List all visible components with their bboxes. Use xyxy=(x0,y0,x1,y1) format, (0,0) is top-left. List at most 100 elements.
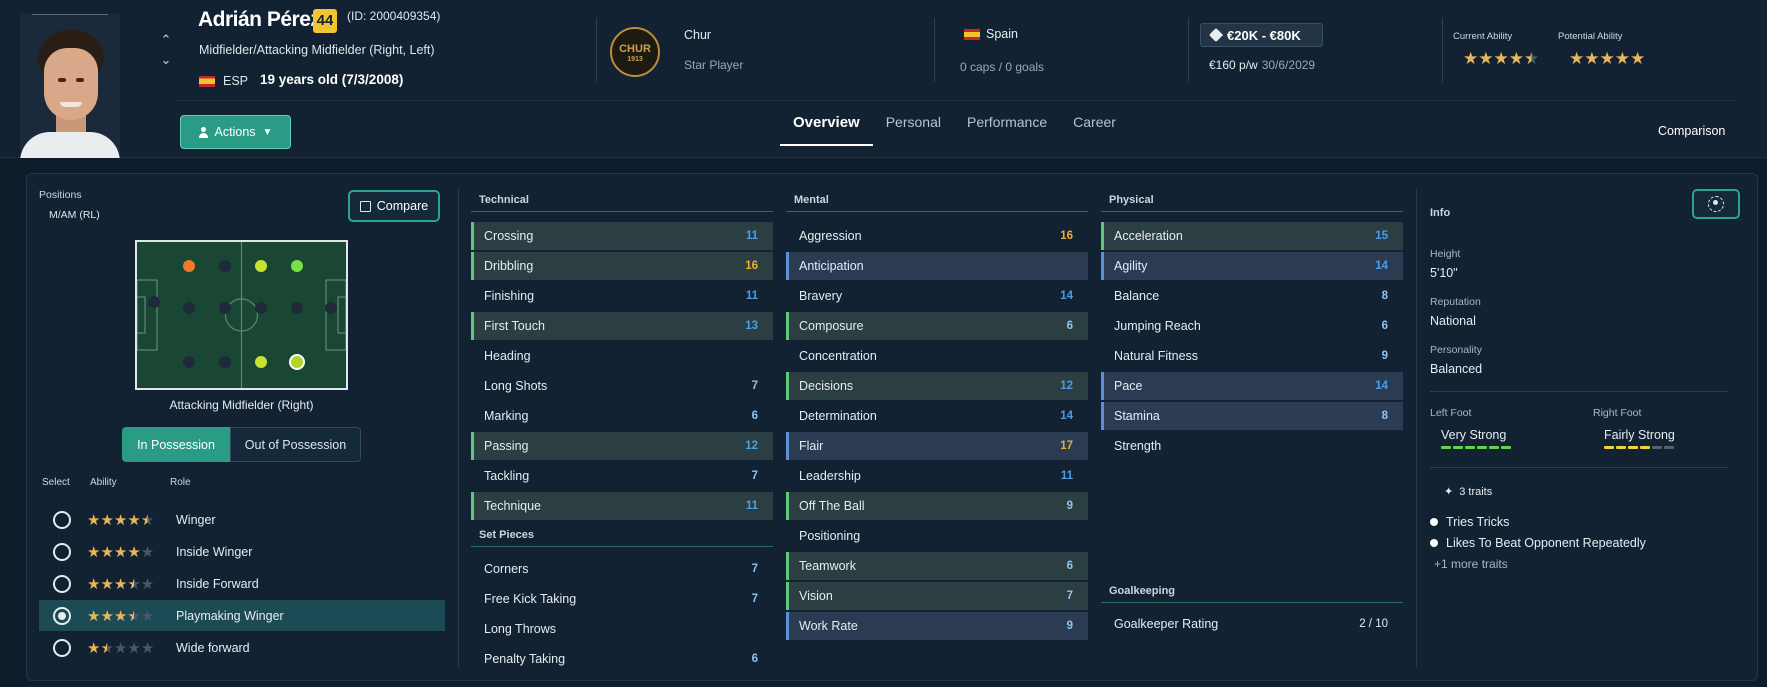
attribute-row[interactable]: Leadership 11 xyxy=(786,462,1088,490)
attribute-row[interactable]: Goalkeeper Rating 2 / 10 xyxy=(1101,610,1403,638)
club-name[interactable]: Chur xyxy=(684,28,712,42)
traits-count: 3 traits xyxy=(1459,485,1493,498)
attribute-row[interactable]: Concentration xyxy=(786,342,1088,370)
tab-career[interactable]: Career xyxy=(1073,114,1116,130)
role-row[interactable]: ★★★★★ Playmaking Winger xyxy=(39,600,445,631)
attribute-row[interactable]: Teamwork 6 xyxy=(786,552,1088,580)
trait-item: Likes To Beat Opponent Repeatedly xyxy=(1430,536,1646,550)
role-row[interactable]: ★★★★★ Winger xyxy=(39,504,445,535)
attribute-row[interactable]: Agility 14 xyxy=(1101,252,1403,280)
attribute-row[interactable]: Pace 14 xyxy=(1101,372,1403,400)
comparison-link[interactable]: Comparison xyxy=(1658,124,1726,138)
attribute-row[interactable]: Determination 14 xyxy=(786,402,1088,430)
role-radio[interactable] xyxy=(53,574,71,593)
tab-personal[interactable]: Personal xyxy=(885,114,941,130)
position-dot[interactable] xyxy=(183,356,195,368)
right-foot-bar xyxy=(1604,446,1674,449)
attribute-row[interactable]: Long Shots 7 xyxy=(471,372,773,400)
role-row[interactable]: ★★★★★ Inside Winger xyxy=(39,536,445,567)
attribute-row[interactable]: Heading xyxy=(471,342,773,370)
role-row[interactable]: ★★★★★ Inside Forward xyxy=(39,568,445,599)
attribute-row[interactable]: First Touch 13 xyxy=(471,312,773,340)
player-positions: Midfielder/Attacking Midfielder (Right, … xyxy=(199,43,435,57)
attribute-name: Stamina xyxy=(1114,409,1160,423)
foot-strength-segment xyxy=(1441,446,1451,449)
attribute-name: Anticipation xyxy=(799,259,864,273)
more-traits-link[interactable]: +1 more traits xyxy=(1434,557,1508,571)
position-dot[interactable] xyxy=(219,302,231,314)
select-column-header: Select xyxy=(42,477,70,488)
club-crest-icon[interactable]: CHUR 1913 xyxy=(610,27,660,77)
attribute-row[interactable]: Tackling 7 xyxy=(471,462,773,490)
attribute-row[interactable]: Flair 17 xyxy=(786,432,1088,460)
foot-strength-segment xyxy=(1465,446,1475,449)
tab-overview[interactable]: Overview xyxy=(780,110,873,146)
attribute-row[interactable]: Natural Fitness 9 xyxy=(1101,342,1403,370)
attribute-name: First Touch xyxy=(484,319,545,333)
attribute-row[interactable]: Acceleration 15 xyxy=(1101,222,1403,250)
position-dot[interactable] xyxy=(255,260,267,272)
position-dot[interactable] xyxy=(183,260,195,272)
pitch-caption: Attacking Midfielder (Right) xyxy=(169,398,314,412)
attribute-row[interactable]: Positioning xyxy=(786,522,1088,550)
transfer-value: €20K - €80K xyxy=(1227,27,1301,43)
role-ability-stars: ★★★★★ xyxy=(87,511,155,529)
potential-ability-label: Potential Ability xyxy=(1558,31,1623,42)
position-dot[interactable] xyxy=(325,302,337,314)
attribute-row[interactable]: Stamina 8 xyxy=(1101,402,1403,430)
attribute-row[interactable]: Technique 11 xyxy=(471,492,773,520)
attribute-row[interactable]: Dribbling 16 xyxy=(471,252,773,280)
contract-expiry: 30/6/2029 xyxy=(1261,58,1316,72)
attribute-row[interactable]: Corners 7 xyxy=(471,555,773,583)
attribute-row[interactable]: Off The Ball 9 xyxy=(786,492,1088,520)
chevron-up-icon[interactable]: ⌃ xyxy=(160,32,172,47)
role-radio[interactable] xyxy=(53,638,71,657)
position-dot[interactable] xyxy=(219,260,231,272)
role-radio[interactable] xyxy=(53,510,71,529)
attribute-row[interactable]: Jumping Reach 6 xyxy=(1101,312,1403,340)
position-dot[interactable] xyxy=(291,302,303,314)
role-row[interactable]: ★★★★★ Wide forward xyxy=(39,632,445,663)
attribute-value: 2 / 10 xyxy=(1359,618,1388,630)
attribute-row[interactable]: Balance 8 xyxy=(1101,282,1403,310)
attribute-row[interactable]: Decisions 12 xyxy=(786,372,1088,400)
attribute-row[interactable]: Bravery 14 xyxy=(786,282,1088,310)
compare-button[interactable]: Compare xyxy=(348,190,440,222)
out-of-possession-button[interactable]: Out of Possession xyxy=(230,427,361,462)
position-dot[interactable] xyxy=(219,356,231,368)
attribute-row[interactable]: Strength xyxy=(1101,432,1403,460)
role-radio[interactable] xyxy=(53,542,71,561)
attribute-row[interactable]: Aggression 16 xyxy=(786,222,1088,250)
attribute-row[interactable]: Passing 12 xyxy=(471,432,773,460)
trait-label: Tries Tricks xyxy=(1446,515,1510,529)
spain-flag-icon xyxy=(199,75,215,87)
attribute-row[interactable]: Anticipation xyxy=(786,252,1088,280)
attribute-row[interactable]: Composure 6 xyxy=(786,312,1088,340)
player-nav-arrows: ⌃ ⌄ xyxy=(158,30,174,70)
position-dot[interactable] xyxy=(255,356,267,368)
attribute-row[interactable]: Work Rate 9 xyxy=(786,612,1088,640)
in-possession-button[interactable]: In Possession xyxy=(122,427,230,462)
attribute-name: Acceleration xyxy=(1114,229,1183,243)
attribute-row[interactable]: Finishing 11 xyxy=(471,282,773,310)
attribute-value: 9 xyxy=(1381,350,1388,362)
selected-position-dot[interactable] xyxy=(291,356,303,368)
player-profile-button[interactable] xyxy=(1692,189,1740,219)
tab-performance[interactable]: Performance xyxy=(966,114,1048,130)
attribute-row[interactable]: Penalty Taking 6 xyxy=(471,645,773,673)
nation[interactable]: Spain xyxy=(964,27,1018,41)
attribute-row[interactable]: Free Kick Taking 7 xyxy=(471,585,773,613)
attribute-name: Agility xyxy=(1114,259,1148,273)
chevron-down-icon[interactable]: ⌄ xyxy=(160,52,172,67)
position-dot[interactable] xyxy=(255,302,267,314)
attribute-row[interactable]: Long Throws xyxy=(471,615,773,643)
actions-button[interactable]: Actions ▼ xyxy=(180,115,291,149)
position-dot[interactable] xyxy=(183,302,195,314)
attribute-row[interactable]: Vision 7 xyxy=(786,582,1088,610)
position-dot[interactable] xyxy=(148,296,160,308)
position-dot[interactable] xyxy=(291,260,303,272)
role-radio[interactable] xyxy=(53,606,71,625)
attribute-row[interactable]: Crossing 11 xyxy=(471,222,773,250)
attribute-row[interactable]: Marking 6 xyxy=(471,402,773,430)
attribute-name: Teamwork xyxy=(799,559,856,573)
